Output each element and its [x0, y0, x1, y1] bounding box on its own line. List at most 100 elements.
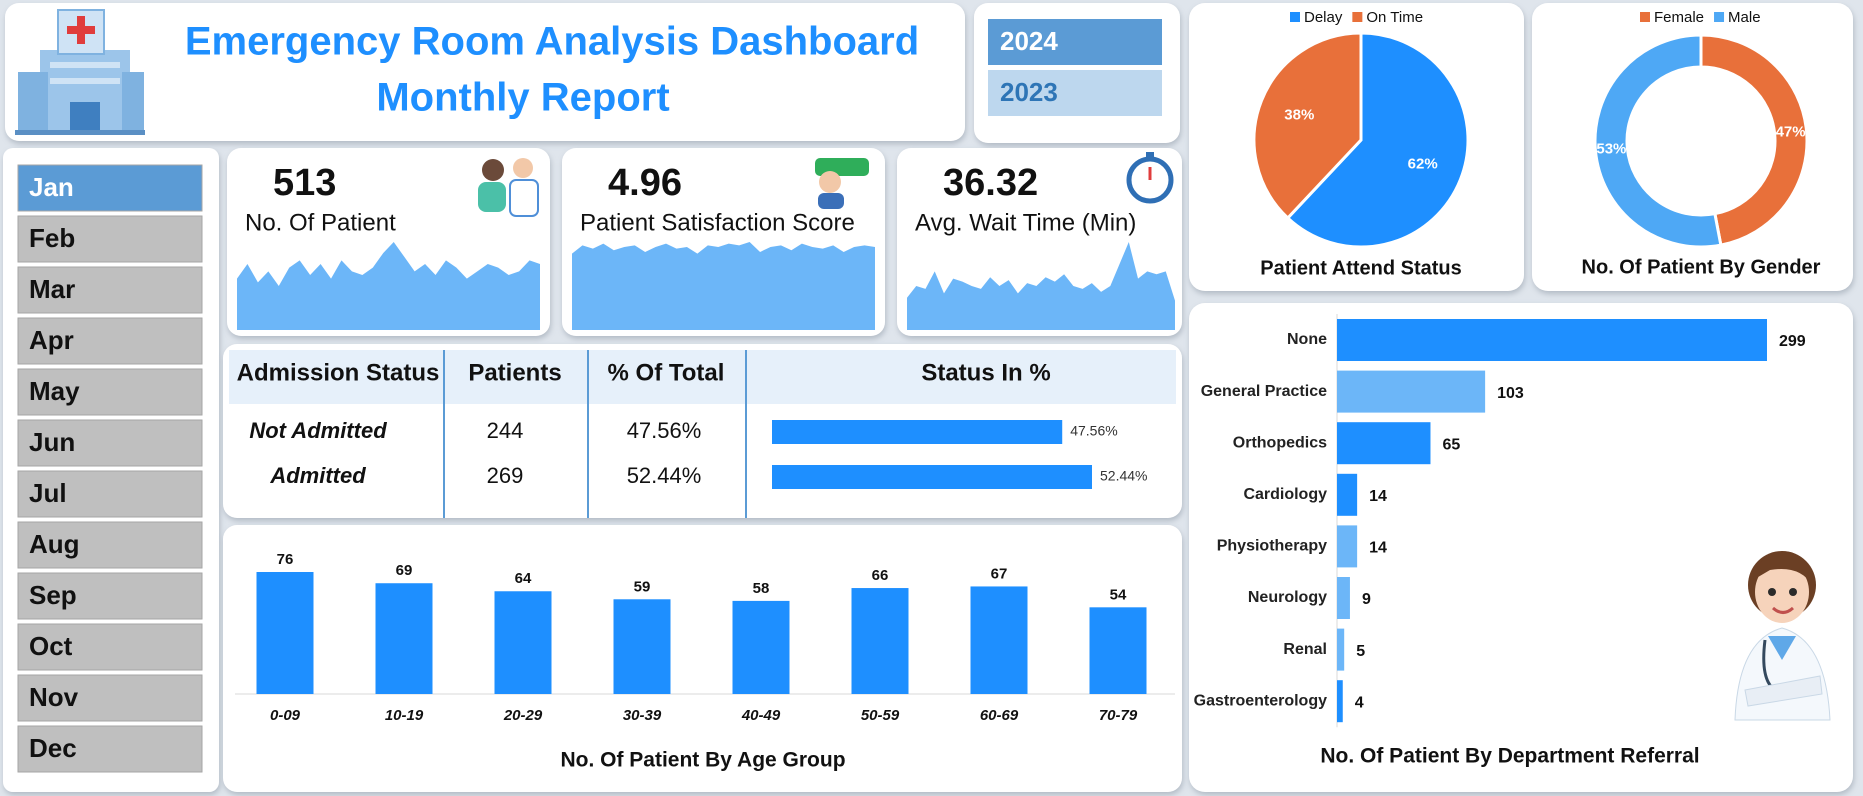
month-button-bg: [17, 317, 203, 365]
x-tick-label: 70-79: [1099, 707, 1138, 724]
bar: [1337, 577, 1350, 619]
month-button-bg: [17, 725, 203, 773]
title-panel: [5, 3, 965, 141]
month-button[interactable]: Dec: [17, 725, 203, 773]
table-header-bg: [229, 350, 1176, 404]
month-button[interactable]: May: [17, 368, 203, 416]
bar: [732, 600, 790, 694]
table-cell: Admitted: [269, 463, 366, 488]
month-label: Jan: [29, 172, 74, 202]
bar-value-label: 69: [396, 562, 413, 579]
y-tick-label: Physiotherapy: [1217, 538, 1327, 555]
table-header: Admission Status: [237, 359, 440, 386]
month-button-bg: [17, 368, 203, 416]
bar: [1337, 525, 1358, 568]
month-button-bg: [17, 164, 203, 212]
donut-slice: [1699, 33, 1809, 247]
bar-value-label: 66: [872, 567, 889, 584]
table-header: Patients: [468, 359, 561, 386]
legend-swatch: [1352, 12, 1363, 22]
chart-title: Patient Attend Status: [1260, 257, 1462, 279]
bar: [494, 591, 552, 694]
year-button[interactable]: 2023: [988, 70, 1162, 116]
sparkline-area: [237, 242, 540, 330]
bar: [1089, 607, 1147, 694]
pie-slice: [1252, 31, 1363, 221]
bar: [613, 599, 671, 694]
legend-swatch: [1640, 12, 1650, 22]
bar-value-label: 59: [634, 578, 651, 595]
month-label: Jul: [29, 478, 67, 508]
donut-slice: [1593, 33, 1723, 249]
kpi-value: 36.32: [943, 162, 1038, 204]
bar: [1337, 319, 1767, 361]
month-button[interactable]: Jun: [17, 419, 203, 467]
month-button-bg: [17, 521, 203, 569]
month-button-bg: [17, 572, 203, 620]
year-label: 2023: [1000, 77, 1058, 107]
year-button-bg: [988, 19, 1162, 65]
month-button[interactable]: Aug: [17, 521, 203, 569]
bar: [970, 586, 1028, 694]
bar-value-label: 5: [1356, 643, 1365, 660]
bar: [375, 583, 433, 694]
bar-value-label: 64: [515, 570, 532, 587]
age-panel: [223, 525, 1182, 792]
table-cell: Not Admitted: [249, 418, 387, 443]
kpi-value: 4.96: [608, 162, 682, 204]
kpi-label: Avg. Wait Time (Min): [915, 209, 1136, 236]
bar-value-label: 65: [1442, 436, 1460, 453]
table-cell: 47.56%: [627, 418, 702, 443]
slice-label: 62%: [1408, 155, 1438, 172]
y-tick-label: Cardiology: [1243, 486, 1327, 503]
bar: [1337, 473, 1358, 516]
month-label: Feb: [29, 223, 75, 253]
month-button-bg: [17, 674, 203, 722]
kpi-label: No. Of Patient: [245, 209, 396, 236]
month-button-bg: [17, 419, 203, 467]
y-tick-label: General Practice: [1201, 383, 1327, 400]
month-button[interactable]: Sep: [17, 572, 203, 620]
bar-value-label: 4: [1355, 694, 1364, 711]
y-tick-label: Renal: [1283, 641, 1327, 658]
dashboard-title: Emergency Room Analysis Dashboard: [185, 20, 919, 64]
month-button[interactable]: Nov: [17, 674, 203, 722]
bar-value-label: 14: [1369, 488, 1387, 505]
year-button[interactable]: 2024: [988, 19, 1162, 65]
pie-slice: [1285, 31, 1470, 249]
month-label: Mar: [29, 274, 75, 304]
x-tick-label: 20-29: [503, 707, 543, 724]
chart-title: No. Of Patient By Age Group: [560, 749, 845, 772]
y-tick-label: None: [1287, 331, 1327, 348]
month-button[interactable]: Mar: [17, 266, 203, 314]
slice-label: 38%: [1284, 107, 1314, 124]
month-label: Jun: [29, 427, 75, 457]
month-button-bg: [17, 266, 203, 314]
month-button[interactable]: Jul: [17, 470, 203, 518]
nurse-illustration: [1734, 551, 1831, 721]
table-cell: 244: [487, 418, 524, 443]
bar-value-label: 47.56%: [1070, 423, 1117, 439]
bar: [256, 572, 314, 694]
month-button[interactable]: Apr: [17, 317, 203, 365]
month-button[interactable]: Oct: [17, 623, 203, 671]
x-tick-label: 0-09: [270, 707, 301, 724]
bar-value-label: 54: [1110, 586, 1127, 603]
x-tick-label: 50-59: [861, 707, 900, 724]
month-label: Apr: [29, 325, 74, 355]
chart-title: No. Of Patient By Gender: [1582, 256, 1821, 278]
x-tick-label: 10-19: [385, 707, 424, 724]
month-button[interactable]: Jan: [17, 164, 203, 212]
bar: [1337, 370, 1486, 413]
y-tick-label: Neurology: [1248, 589, 1327, 606]
table-cell: 52.44%: [627, 463, 702, 488]
month-label: Dec: [29, 733, 77, 763]
month-label: Oct: [29, 631, 73, 661]
month-label: Nov: [29, 682, 79, 712]
bar-value-label: 67: [991, 565, 1008, 582]
month-button[interactable]: Feb: [17, 215, 203, 263]
y-tick-label: Orthopedics: [1233, 434, 1327, 451]
bar: [772, 465, 1092, 489]
